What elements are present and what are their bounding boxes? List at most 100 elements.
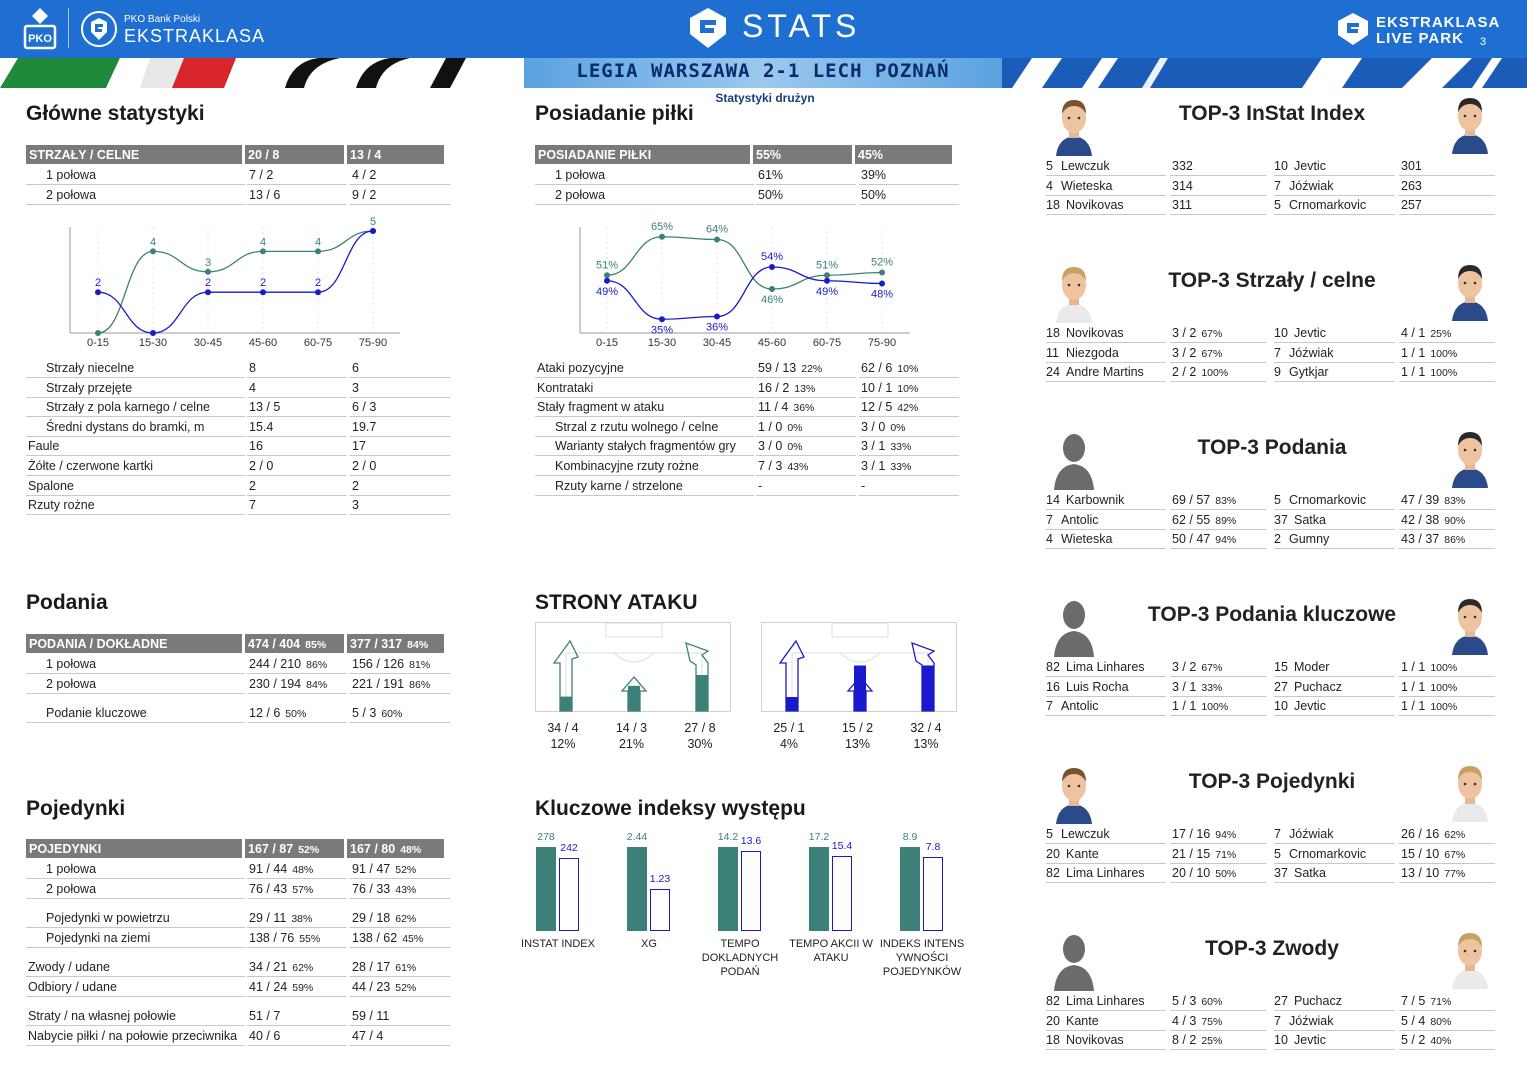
top3-1-left-number-0: 18 xyxy=(1046,326,1060,340)
top3-0-avatar-right-neck xyxy=(1465,128,1475,136)
main-row-1-team2-value: 3 xyxy=(352,380,359,395)
top3-5-avatar-right-shirt xyxy=(1452,969,1488,989)
main-row-0-line-b xyxy=(247,377,347,378)
top3-4-right-player-2: 37 Satka xyxy=(1274,864,1326,882)
possession-title: Posiadanie piłki xyxy=(535,102,694,125)
top3-1-avatar-left-face xyxy=(1062,270,1086,300)
duels-g4-1-team2-value: 47 / 4 xyxy=(352,1028,384,1043)
attack-label-team1-0: 34 / 4 12% xyxy=(533,720,593,752)
top3-1-left-value-1-pct: 67% xyxy=(1201,347,1223,360)
top3-3-left-line-a-2 xyxy=(1046,715,1166,717)
poss-row-0-team2-pct: 10% xyxy=(897,363,919,375)
top3-5-right-name-0: Puchacz xyxy=(1294,994,1342,1008)
main-row-5-line-b xyxy=(247,475,347,476)
subtitle: Statystyki drużyn xyxy=(715,91,815,105)
top3-3-right-line-a-1 xyxy=(1274,695,1395,697)
top3-2-right-value-2-value: 43 / 37 xyxy=(1401,532,1440,547)
chart2-series0-point-2 xyxy=(714,236,720,243)
main-row-2-team2-value: 6 / 3 xyxy=(352,400,377,415)
main-half-1-team1: 13 / 6 xyxy=(249,186,280,204)
top3-2-left-name-0: Karbownik xyxy=(1066,493,1125,507)
duels-g4-0-team2: 59 / 11 xyxy=(352,1007,389,1025)
top3-5-avatar-right-face xyxy=(1458,936,1482,966)
attack-label-team2-0: 25 / 1 4% xyxy=(759,720,819,752)
key-index-category-3: TEMPO AKCII W ATAKU xyxy=(786,937,876,965)
top3-3-right-line-b-0 xyxy=(1399,676,1495,677)
duels-g2-1-team2: 138 / 62 45% xyxy=(352,929,423,947)
passes-key-line-c xyxy=(350,722,450,723)
top3-3-right-name-1: Puchacz xyxy=(1294,679,1342,694)
top3-5-right-value-0: 7 / 5 71% xyxy=(1401,992,1451,1010)
chart2-series0-label-5: 52% xyxy=(871,257,893,269)
top3-0-right-line-b-1 xyxy=(1399,194,1495,196)
poss-row-3-line-a xyxy=(535,435,754,437)
main-row-0-label: Strzały niecelne xyxy=(46,361,135,375)
main-row-1-line-c xyxy=(350,396,450,398)
duels-half-0-team2-value: 91 / 47 xyxy=(352,862,391,876)
top3-1-right-value-2-pct: 100% xyxy=(1430,367,1458,380)
poss-row-1-team2-value: 10 / 1 xyxy=(861,380,893,395)
top3-5-right-line-a-0 xyxy=(1274,1010,1395,1011)
chart1-series0-line xyxy=(97,230,374,334)
top3-3-title: TOP-3 Podania kluczowe xyxy=(1147,603,1397,626)
attack-label-team1-1: 14 / 3 21% xyxy=(602,720,662,752)
main-half-0-line-b xyxy=(247,184,347,185)
poss-row-2-label: Stały fragment w ataku xyxy=(537,400,665,415)
top3-4-right-line-b-1 xyxy=(1399,862,1495,864)
top3-1-title: TOP-3 Strzały / celne xyxy=(1168,269,1376,292)
chart1-series0-label-1: 4 xyxy=(150,236,156,248)
top3-1-left-line-a-2 xyxy=(1046,381,1166,383)
top3-2-left-line-a-0 xyxy=(1046,509,1166,510)
duels-half-0-label: 1 połowa xyxy=(46,862,97,876)
key-index-label-team1-4: 8.9 xyxy=(902,831,918,843)
top3-1-avatar-left-neck xyxy=(1069,297,1079,305)
poss-row-5-line-a xyxy=(535,475,754,476)
top3-3-right-line-b-1 xyxy=(1399,695,1495,697)
pitch2-graphic xyxy=(778,622,936,712)
duels-g3-0-team2-value: 28 / 17 xyxy=(352,960,391,974)
poss-row-2-line-b xyxy=(756,416,856,418)
top3-0-left-value-0-value: 332 xyxy=(1172,159,1193,173)
pitch2-arrow-0 xyxy=(778,639,805,712)
top3-0-left-line-a-0 xyxy=(1046,175,1166,176)
top3-3-left-line-a-1 xyxy=(1046,695,1166,697)
top3-3-right-number-1: 27 xyxy=(1274,679,1288,694)
top3-2-left-number-1: 7 xyxy=(1046,512,1053,527)
top3-4-left-line-b-2 xyxy=(1170,882,1266,884)
duels-g3-0-team1-pct: 62% xyxy=(292,962,314,974)
duels-g3-0-team2-pct: 61% xyxy=(395,962,417,974)
top3-4-avatar-right-hair xyxy=(1458,766,1482,780)
pitch2-arc xyxy=(839,652,881,663)
top3-4-right-line-a-0 xyxy=(1274,843,1395,844)
top3-2-left-name-1: Antolic xyxy=(1061,512,1099,527)
duels-g3-1-team2: 44 / 23 52% xyxy=(352,978,416,996)
main-row-1-line-a xyxy=(26,396,245,398)
poss-half-0-line-c xyxy=(859,184,959,185)
key-index-category-0: INSTAT INDEX xyxy=(513,937,603,951)
key-index-category-2-line-1: DOKLADNYCH xyxy=(701,952,779,964)
top3-5-avatar-left-body xyxy=(1054,965,1094,991)
chart1-series1-label-2: 2 xyxy=(205,277,211,289)
duels-g3-1-team2-value: 44 / 23 xyxy=(352,979,391,994)
top3-5-left-line-a-1 xyxy=(1046,1029,1166,1031)
top3-4-left-line-a-1 xyxy=(1046,862,1166,864)
top3-3-avatar-right-shirt xyxy=(1452,635,1488,655)
duels-header-pct2: 48% xyxy=(400,844,422,856)
top3-5-left-name-0: Lima Linhares xyxy=(1066,994,1145,1008)
duels-half-0-team1-pct: 48% xyxy=(292,864,314,876)
main-half-1-line-a xyxy=(26,203,245,205)
poss-row-2-team2-pct: 42% xyxy=(897,402,919,415)
attack-pct-team1-1: 21% xyxy=(618,737,645,751)
duels-g3-1-line-c xyxy=(350,995,450,997)
main-half-0-line-c xyxy=(350,184,450,185)
top3-4-avatar-right-neck xyxy=(1465,796,1475,804)
top3-1-right-value-1: 1 / 1 100% xyxy=(1401,344,1457,362)
chart2-series0-label-0: 51% xyxy=(596,259,618,271)
chart2-series1-point-5 xyxy=(879,280,885,287)
main-row-3-team2: 19.7 xyxy=(352,418,376,436)
pitch2-bar-0 xyxy=(786,697,798,711)
top3-4-avatar-left-eye-l xyxy=(1067,784,1071,788)
poss-half-0-team2: 39% xyxy=(861,166,886,184)
top3-3-right-player-0: 15 Moder xyxy=(1274,658,1329,676)
main-row-7-label: Rzuty rożne xyxy=(28,498,95,513)
